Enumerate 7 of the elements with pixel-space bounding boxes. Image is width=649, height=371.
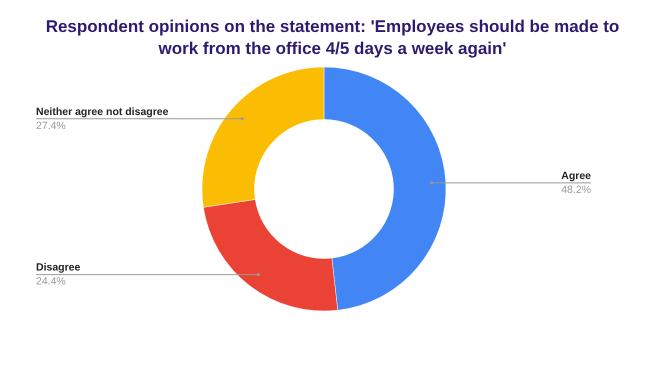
chart-title: Respondent opinions on the statement: 'Employees should be made to work from the office 4/5 days a week again' xyxy=(46,17,620,58)
slice-label: Agree xyxy=(561,170,592,182)
data-label: 48.2% xyxy=(561,184,591,196)
slice-label: Disagree xyxy=(36,262,81,274)
data-label: 27.4% xyxy=(36,120,66,132)
slice-label: Neither agree not disagree xyxy=(36,106,169,118)
data-label: 24.4% xyxy=(36,276,66,288)
